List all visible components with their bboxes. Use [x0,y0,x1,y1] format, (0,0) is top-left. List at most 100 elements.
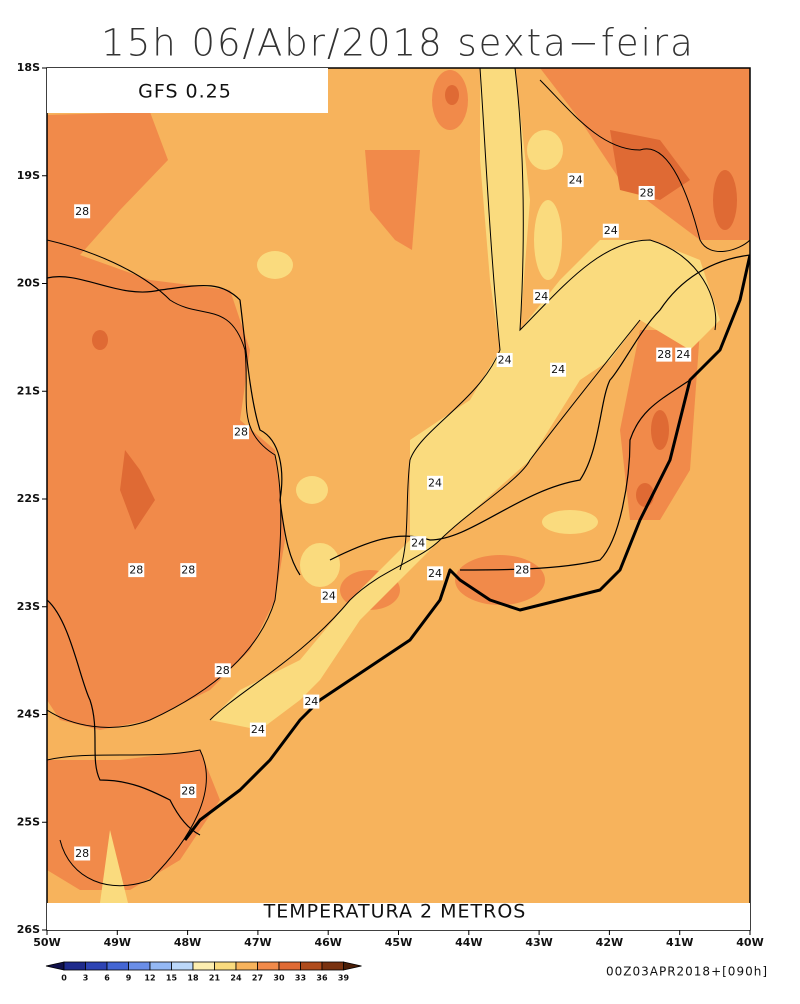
contour-label: 28 [181,785,195,798]
contour-label: 24 [428,567,442,580]
colorbar-bin [214,961,237,971]
y-tick-label: 22S [17,492,40,505]
colorbar-bin [171,961,194,971]
contour-label: 28 [75,205,89,218]
cool-region [542,510,598,534]
contour-label: 24 [569,174,583,187]
colorbar-bin [278,961,301,971]
contour-label-bg [214,663,231,678]
colorbar-end [45,961,65,971]
contour-label: 28 [181,564,195,577]
colorbar-bin [106,961,129,971]
contour-label-bg [638,185,655,200]
contour-label: 28 [234,426,248,439]
y-tick-label: 19S [17,169,40,182]
contour-label-bg [74,204,91,219]
contour-label: 24 [534,290,548,303]
colorbar-bin [321,961,344,971]
hot-region [610,130,690,200]
colorbar-tick-label: 12 [144,974,155,983]
hot-spot [92,330,108,350]
cool-region [257,251,293,279]
colorbar-bin [300,961,323,971]
colorbar-end [343,961,362,971]
contour-label: 24 [428,476,442,489]
contour-label-bg [514,563,531,578]
colorbar-tick-label: 30 [273,974,285,983]
contour-label: 24 [251,723,265,736]
colorbar-bin [149,961,172,971]
contour-label: 28 [640,186,654,199]
colorbar-tick-label: 0 [61,974,67,983]
x-tick-label: 41W [666,936,693,949]
colorbar-tick-label: 39 [338,974,350,983]
colorbar-tick-label: 27 [252,974,263,983]
contour-line [47,239,282,728]
colorbar-bin [63,961,86,971]
contour-line [539,79,750,253]
contour-label: 24 [604,224,618,237]
contour-label: 28 [515,564,529,577]
cool-region [527,130,563,170]
x-tick-label: 47W [244,936,271,949]
coastline [183,254,750,841]
y-tick-label: 25S [17,815,40,828]
contour-label-bg [180,563,197,578]
hot-spot [445,85,459,105]
contour-label-bg [602,223,619,238]
contour-line [514,68,717,332]
x-tick-label: 44W [455,936,482,949]
contour-line [209,319,641,721]
colorbar-bin [85,961,108,971]
x-tick-label: 50W [33,936,60,949]
colorbar-tick-label: 9 [126,974,132,983]
contour-label-bg [533,289,550,304]
warm-region [47,750,220,890]
contour-label-bg [410,536,427,551]
colorbar-tick-label: 3 [83,974,89,983]
contour-label-bg [550,362,567,377]
cool-region [296,476,328,504]
contour-label-bg [233,425,250,440]
variable-box [47,903,750,930]
contour-label: 24 [498,354,512,367]
contour-line [47,749,207,887]
x-tick-label: 42W [596,936,623,949]
colorbar-bin [128,961,151,971]
x-tick-label: 49W [104,936,131,949]
colorbar-tick-label: 36 [316,974,328,983]
model-label: GFS 0.25 [138,81,232,103]
x-tick-label: 40W [736,936,763,949]
colorbar-tick-label: 6 [104,974,110,983]
contour-label: 24 [304,695,318,708]
contour-label: 28 [129,564,143,577]
y-tick-label: 20S [17,277,40,290]
colorbar-bin [235,961,258,971]
state-border [47,276,301,576]
warm-region [455,555,545,605]
contour-label-bg [249,722,266,737]
contour-label-bg [567,173,584,188]
warm-region [47,112,285,730]
contour-line [399,68,501,571]
x-tick-label: 48W [174,936,201,949]
y-tick-label: 21S [17,384,40,397]
hot-spot [713,170,737,230]
contour-label: 24 [411,537,425,550]
title: 15h 06/Abr/2018 sexta−feira [101,22,695,65]
contour-label-bg [656,347,673,362]
contour-label-bg [74,846,91,861]
colorbar-tick-label: 15 [166,974,178,983]
contour-label: 24 [322,589,336,602]
contour-label-bg [496,353,513,368]
run-label: 00Z03APR2018+[090h] [606,965,768,979]
x-tick-label: 43W [525,936,552,949]
state-border [47,599,201,836]
hot-spot [120,450,155,530]
x-tick-label: 45W [385,936,412,949]
warm-region [365,150,420,250]
contour-label-bg [303,694,320,709]
contour-label: 24 [676,348,690,361]
hot-spot [651,410,669,450]
